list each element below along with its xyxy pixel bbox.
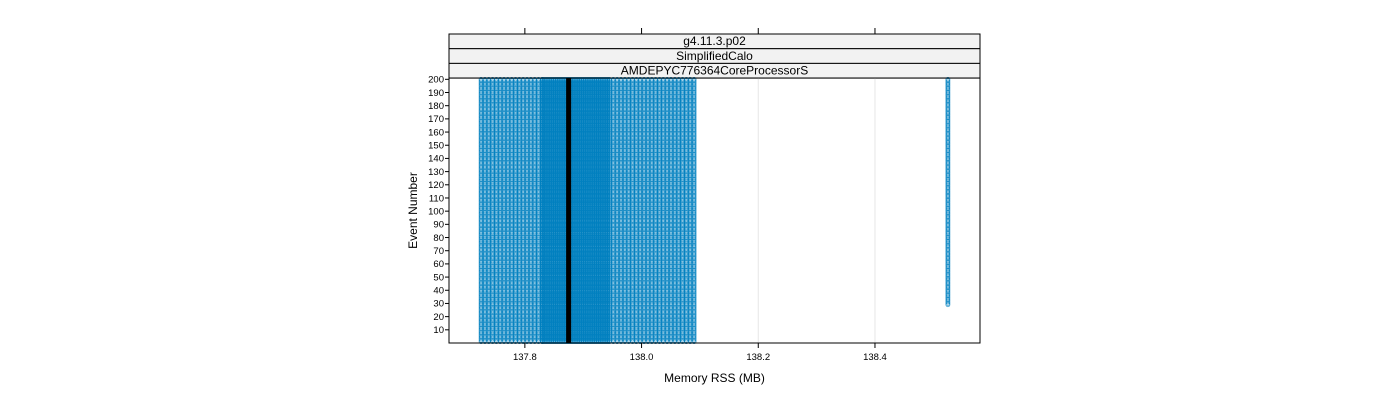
point-column — [517, 76, 522, 345]
point-column — [524, 76, 530, 345]
point-column — [490, 76, 495, 345]
point-column — [486, 76, 492, 345]
point-column — [482, 76, 488, 345]
strip-label: SimplifiedCalo — [676, 49, 753, 63]
data-points — [478, 76, 951, 345]
point-column — [528, 76, 534, 345]
point-column — [494, 76, 499, 345]
point-column — [478, 76, 484, 345]
strip-headers: g4.11.3.p02SimplifiedCaloAMDEPYC776364Co… — [448, 33, 981, 79]
strip-label: AMDEPYC776364CoreProcessorS — [621, 64, 808, 78]
point-column — [532, 76, 538, 345]
top-axis-ticks — [524, 28, 876, 34]
point-column — [505, 76, 511, 345]
point-column — [509, 76, 515, 345]
strip-label: g4.11.3.p02 — [683, 34, 746, 48]
point-column — [513, 76, 518, 345]
point-column — [497, 76, 503, 345]
point-column — [536, 76, 541, 345]
point-column — [501, 76, 507, 345]
